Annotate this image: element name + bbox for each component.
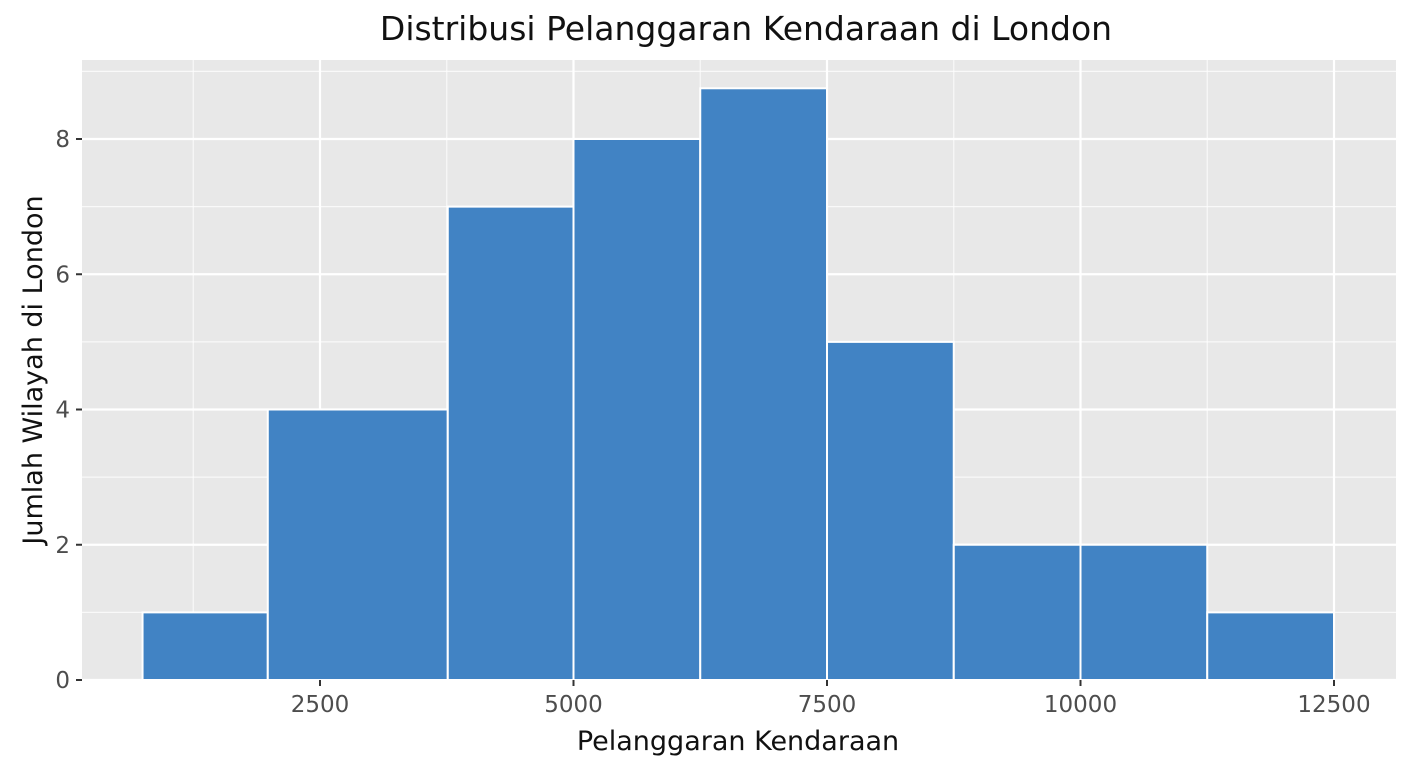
histogram-bar xyxy=(266,408,449,681)
x-tick-label: 5000 xyxy=(544,692,603,718)
y-tick-label: 0 xyxy=(55,668,70,694)
x-tick-label: 10000 xyxy=(1044,692,1117,718)
x-tick-label: 7500 xyxy=(798,692,857,718)
histogram-bar xyxy=(446,205,575,681)
histogram-bar xyxy=(699,87,828,681)
histogram-bar xyxy=(952,543,1082,681)
y-axis: 0 2 4 6 8 xyxy=(55,127,82,694)
histogram-bar xyxy=(141,611,269,681)
histogram-bars xyxy=(141,87,1335,681)
x-tick-label: 2500 xyxy=(291,692,350,718)
x-axis: 2500 5000 7500 10000 12500 xyxy=(291,680,1371,718)
histogram-bar xyxy=(1079,543,1209,681)
y-tick-label: 6 xyxy=(55,262,70,288)
histogram-bar xyxy=(572,138,702,681)
y-tick-label: 4 xyxy=(55,398,70,424)
x-axis-title: Pelanggaran Kendaraan xyxy=(577,726,899,757)
chart-title: Distribusi Pelanggaran Kendaraan di Lond… xyxy=(380,9,1112,48)
y-tick-label: 2 xyxy=(55,533,70,559)
y-tick-label: 8 xyxy=(55,127,70,153)
y-axis-title: Jumlah Wilayah di London xyxy=(18,195,49,546)
histogram-bar xyxy=(1206,611,1335,681)
histogram-bar xyxy=(826,340,955,681)
x-tick-label: 12500 xyxy=(1297,692,1370,718)
